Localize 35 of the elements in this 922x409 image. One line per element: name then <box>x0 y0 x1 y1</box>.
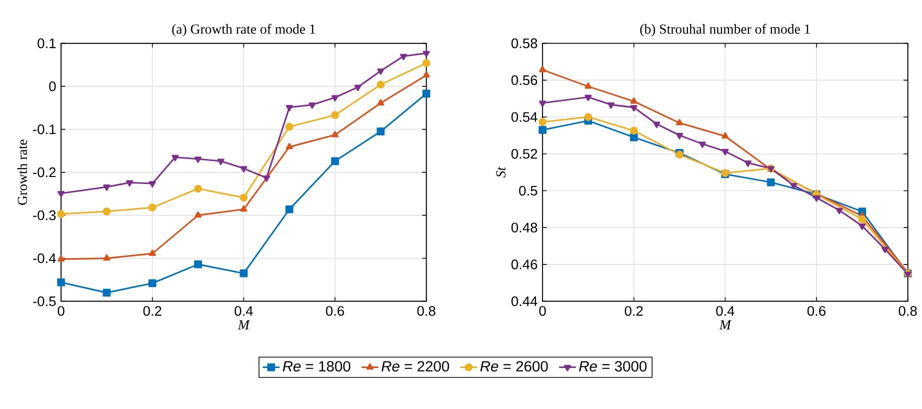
legend-label: Re = 2200 <box>382 361 450 372</box>
x-axis-title: M <box>719 320 732 330</box>
y-axis-title: Growth rate <box>17 140 28 206</box>
chart-title: (a) Growth rate of mode 1 <box>172 24 316 37</box>
x-tick-label: 0.8 <box>417 306 436 316</box>
y-tick-label: 0.58 <box>511 38 538 48</box>
legend-label: Re = 2600 <box>480 361 548 372</box>
chart-title: (b) Strouhal number of mode 1 <box>640 24 810 37</box>
legend-label: Re = 3000 <box>579 361 647 372</box>
y-tick-label: -0.5 <box>33 296 56 306</box>
x-tick-label: 0.4 <box>234 306 253 316</box>
x-tick-label: 0.8 <box>898 306 917 316</box>
y-tick-label: 0.46 <box>511 260 538 270</box>
y-tick-label: -0.3 <box>33 210 56 220</box>
y-tick-label: -0.4 <box>33 254 56 264</box>
y-tick-label: -0.1 <box>33 124 56 134</box>
y-tick-label: 0.54 <box>511 112 538 122</box>
x-tick-label: 0.4 <box>716 306 734 316</box>
x-tick-label: 0.2 <box>624 306 643 316</box>
legend-label: Re = 1800 <box>282 361 350 372</box>
x-axis-title: M <box>238 320 250 330</box>
y-tick-label: 0.1 <box>38 38 56 48</box>
x-tick-label: 0.6 <box>326 306 344 316</box>
y-tick-label: 0.5 <box>519 186 538 196</box>
y-tick-label: 0.48 <box>511 222 538 233</box>
x-tick-label: 0 <box>58 306 64 316</box>
x-tick-label: 0.6 <box>807 306 826 316</box>
y-tick-label: 0.56 <box>511 75 538 86</box>
y-tick-label: 0.44 <box>511 296 538 306</box>
y-tick-label: 0 <box>49 82 56 92</box>
x-tick-label: 0 <box>539 306 546 316</box>
y-tick-label: 0.52 <box>511 149 538 159</box>
y-axis-title: St <box>496 166 506 178</box>
y-tick-label: -0.2 <box>33 168 56 178</box>
x-tick-label: 0.2 <box>143 306 162 316</box>
